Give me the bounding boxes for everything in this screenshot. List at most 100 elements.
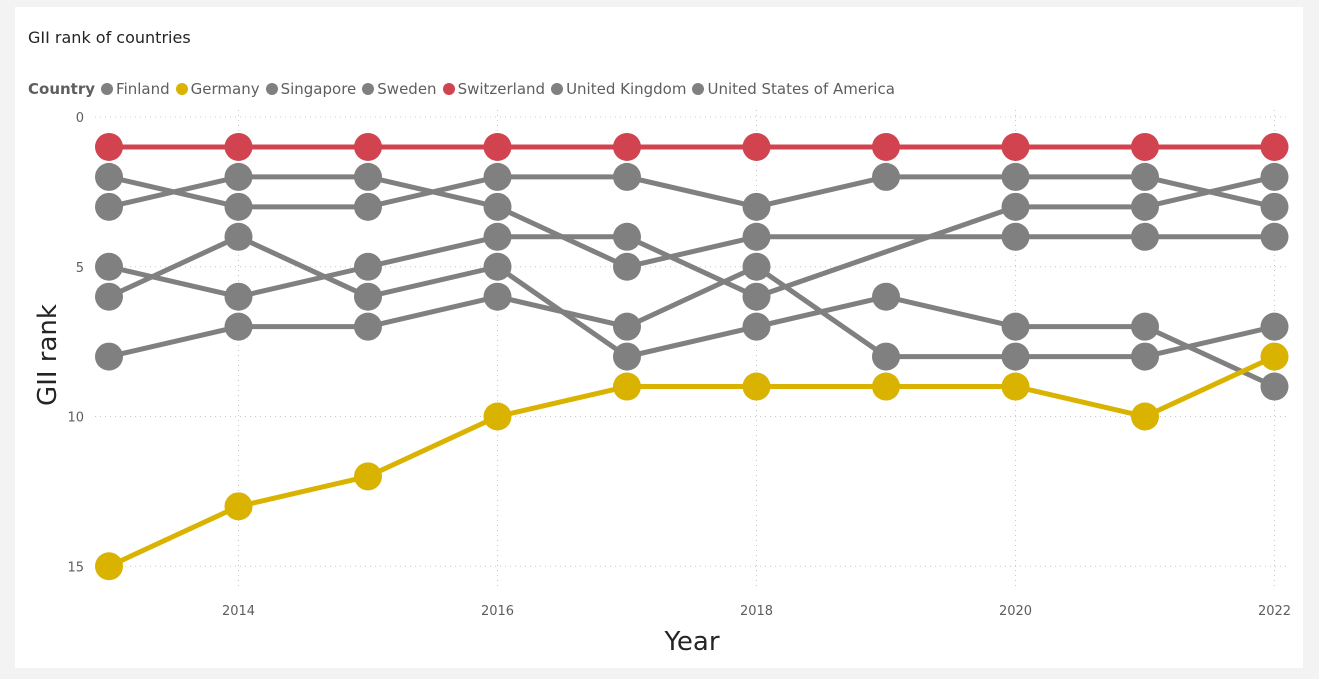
legend-dot-icon [362, 83, 375, 95]
y-tick-label: 0 [76, 111, 84, 126]
x-tick-label: 2014 [222, 604, 255, 619]
legend-item[interactable]: Sweden [362, 80, 437, 98]
data-point [1260, 222, 1289, 251]
legend-item[interactable]: Switzerland [442, 80, 545, 98]
data-point [1001, 372, 1030, 401]
data-point [872, 342, 900, 371]
y-tick-label: 10 [67, 411, 84, 426]
data-point [613, 132, 641, 161]
data-point [742, 222, 771, 251]
series-line-sweden [108, 174, 1276, 210]
x-tick-label: 2016 [481, 604, 514, 619]
data-point [1131, 132, 1159, 161]
data-point [613, 342, 641, 371]
legend-item[interactable]: Finland [101, 80, 170, 98]
legend-dot-icon [265, 83, 278, 95]
y-tick-label: 15 [67, 560, 84, 575]
legend-label: Finland [116, 80, 170, 98]
legend-label: United States of America [707, 80, 895, 98]
data-point [354, 312, 382, 341]
legend-item[interactable]: United States of America [692, 80, 895, 98]
data-point [224, 312, 253, 341]
data-point [354, 132, 382, 161]
legend-item[interactable]: United Kingdom [551, 80, 686, 98]
data-point [483, 402, 512, 431]
data-point [1001, 342, 1030, 371]
x-axis-title: Year [663, 627, 719, 657]
data-point [613, 312, 641, 341]
data-point [613, 372, 641, 401]
data-point [483, 162, 512, 191]
data-point [95, 132, 123, 161]
data-point [1131, 192, 1159, 221]
data-point [483, 222, 512, 251]
data-point [872, 372, 900, 401]
y-axis-title: GII rank [33, 304, 63, 406]
legend-label: Singapore [280, 80, 357, 98]
x-tick-label: 2018 [740, 604, 773, 619]
data-point [95, 342, 123, 371]
legend-dot-icon [175, 83, 188, 95]
data-point [872, 162, 900, 191]
series-line-finland [107, 234, 1276, 389]
data-point [742, 282, 771, 311]
data-point [483, 132, 512, 161]
data-point [224, 162, 253, 191]
data-point [613, 162, 641, 191]
data-point [1131, 402, 1159, 431]
legend-label: United Kingdom [566, 80, 687, 98]
data-point [1260, 162, 1289, 191]
data-point [872, 132, 900, 161]
legend-title: Country [28, 80, 96, 98]
data-point [224, 492, 253, 521]
legend-dot-icon [551, 83, 564, 95]
data-point [1001, 222, 1030, 251]
data-point [95, 282, 123, 311]
data-point [1131, 222, 1159, 251]
data-point [1131, 162, 1159, 191]
data-point [613, 252, 641, 281]
data-point [95, 192, 123, 221]
data-point [742, 252, 771, 281]
data-point [224, 192, 253, 221]
data-point [95, 252, 123, 281]
data-point [1260, 132, 1289, 161]
data-point [1260, 342, 1289, 371]
data-point [95, 552, 123, 581]
data-point [1001, 312, 1030, 341]
y-tick-label: 5 [76, 261, 84, 276]
series-line-singapore [108, 264, 1276, 360]
legend-dot-icon [101, 83, 114, 95]
data-point [872, 282, 900, 311]
legend-item[interactable]: Germany [175, 80, 260, 98]
data-point [483, 252, 512, 281]
data-point [354, 252, 382, 281]
data-point [742, 372, 771, 401]
data-point [354, 462, 382, 491]
x-tick-label: 2022 [1258, 604, 1291, 619]
data-point [224, 132, 253, 161]
data-point [95, 162, 123, 191]
data-point [1131, 312, 1159, 341]
data-point [483, 192, 512, 221]
legend-dot-icon [692, 83, 705, 95]
data-point [742, 312, 771, 341]
legend: Country Finland Germany Singapore Sweden Swi… [28, 80, 901, 98]
legend-item[interactable]: Singapore [265, 80, 357, 98]
data-point [1001, 162, 1030, 191]
data-point [1001, 132, 1030, 161]
data-point [354, 162, 382, 191]
legend-label: Germany [190, 80, 260, 98]
data-point [1260, 372, 1289, 401]
data-point [483, 282, 512, 311]
data-point [354, 282, 382, 311]
data-point [354, 192, 382, 221]
legend-dot-icon [442, 83, 455, 95]
data-point [1260, 312, 1289, 341]
data-point [224, 282, 253, 311]
data-point [613, 222, 641, 251]
data-point [1131, 342, 1159, 371]
data-point [224, 222, 253, 251]
data-point [742, 132, 771, 161]
